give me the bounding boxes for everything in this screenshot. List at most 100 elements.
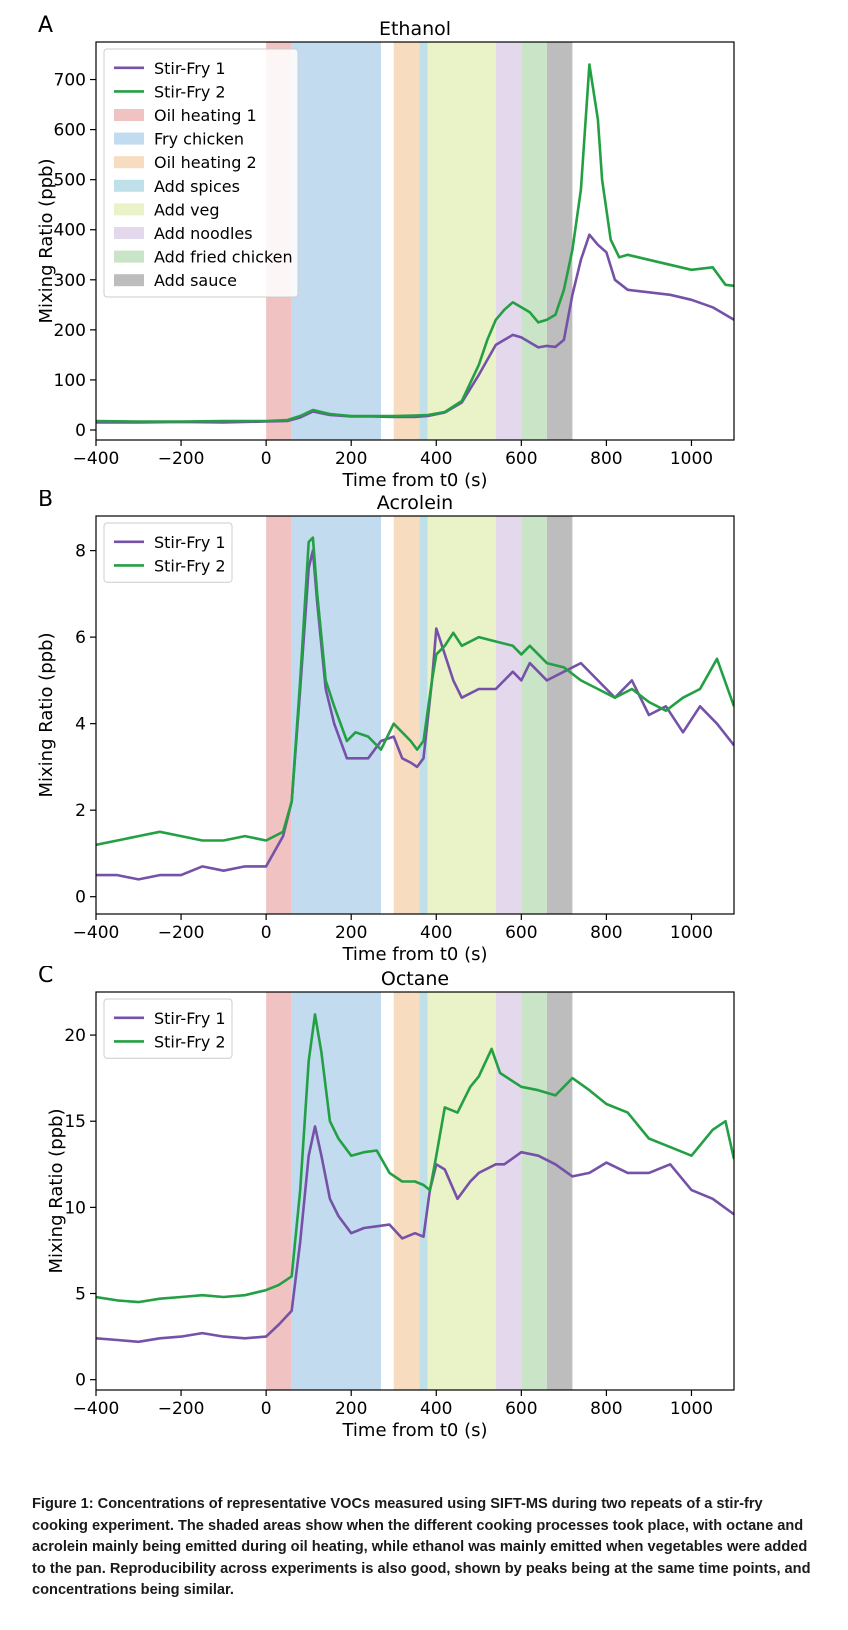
x-tick-label: 1000 [670, 923, 713, 943]
x-tick-label: 400 [420, 1399, 452, 1419]
y-tick-label: 300 [54, 271, 86, 291]
legend: Stir-Fry 1 Stir-Fry 2 [103, 998, 233, 1059]
x-tick-label: −400 [73, 449, 120, 469]
x-tick-label: 800 [590, 449, 622, 469]
legend-swatch-patch [114, 227, 144, 239]
phase-band [393, 992, 420, 1390]
legend-swatch-patch [114, 203, 144, 216]
x-axis-label: Time from t0 (s) [341, 944, 487, 965]
panel-letter: A [38, 13, 53, 38]
chart-title: Ethanol [379, 18, 451, 40]
legend: Stir-Fry 1 Stir-Fry 2 Oil heating 1 Fry chi… [103, 48, 299, 298]
legend: Stir-Fry 1 Stir-Fry 2 [103, 522, 233, 583]
phase-bands [266, 42, 573, 440]
legend-swatch-patch [114, 132, 144, 145]
legend-swatch-patch [114, 156, 144, 169]
x-tick-label: 200 [335, 449, 367, 469]
phase-band [419, 992, 428, 1390]
x-tick-label: −200 [158, 1399, 205, 1419]
legend-box [103, 522, 233, 583]
panel-c: C Octane −400 −200 0 200 400 600 800 1000 0 5 10 15 20… [0, 966, 848, 1442]
y-tick-label: 600 [54, 121, 86, 141]
chart-title: Acrolein [377, 492, 453, 514]
legend-label: Stir-Fry 1 [154, 1009, 226, 1028]
x-tick-label: 600 [505, 449, 537, 469]
x-tick-label: 600 [505, 1399, 537, 1419]
x-tick-label: 0 [261, 1399, 272, 1419]
x-tick-label: 600 [505, 923, 537, 943]
x-tick-label: 800 [590, 923, 622, 943]
x-axis-label: Time from t0 (s) [341, 470, 487, 490]
phase-band [521, 42, 547, 440]
y-axis-label: Mixing Ratio (ppb) [36, 159, 57, 324]
legend-label: Add spices [154, 177, 240, 196]
panel-letter: B [38, 490, 53, 512]
y-tick-label: 15 [64, 1112, 86, 1132]
series-line-2 [96, 63, 734, 423]
y-tick-label: 6 [75, 628, 86, 648]
x-tick-label: −200 [158, 449, 205, 469]
legend-label: Add noodles [154, 224, 253, 243]
legend-label: Oil heating 2 [154, 153, 257, 172]
legend-label: Stir-Fry 2 [154, 1032, 226, 1051]
series-line-1 [96, 1125, 734, 1344]
y-tick-label: 500 [54, 171, 86, 191]
phase-band [419, 42, 428, 440]
phase-band [291, 42, 381, 440]
phase-band [266, 992, 292, 1390]
phase-band [495, 992, 522, 1390]
phase-band [546, 42, 573, 440]
series-lines [96, 63, 734, 424]
series-line-2 [96, 1013, 734, 1304]
y-tick-label: 10 [64, 1198, 86, 1218]
plot-frame [95, 991, 735, 1391]
y-tick-label: 20 [64, 1026, 86, 1046]
legend-swatch-patch [114, 250, 144, 263]
x-axis-label: Time from t0 (s) [341, 1420, 487, 1441]
x-tick-label: 800 [590, 1399, 622, 1419]
y-tick-label: 4 [75, 715, 86, 735]
phase-band [393, 42, 420, 440]
y-tick-label: 8 [75, 542, 86, 562]
legend-label: Stir-Fry 2 [154, 556, 226, 575]
x-tick-label: 200 [335, 1399, 367, 1419]
legend-label: Add fried chicken [154, 248, 293, 267]
legend-swatch-patch [114, 179, 144, 192]
phase-band [427, 516, 496, 914]
series-line-2 [96, 536, 734, 847]
phase-band [495, 516, 522, 914]
phase-band [419, 516, 428, 914]
plot-frame [95, 41, 735, 441]
y-tick-label: 5 [75, 1285, 86, 1305]
x-tick-label: 0 [261, 923, 272, 943]
legend-label: Add veg [154, 200, 220, 219]
x-tick-label: −200 [158, 923, 205, 943]
y-tick-label: 700 [54, 71, 86, 91]
phase-band [427, 42, 496, 440]
panel-letter: C [38, 966, 53, 988]
x-tick-label: 1000 [670, 449, 713, 469]
phase-bands [266, 992, 573, 1390]
legend-label: Fry chicken [154, 130, 244, 149]
legend-swatch-patch [114, 274, 144, 287]
x-tick-label: −400 [73, 923, 120, 943]
legend-label: Stir-Fry 2 [154, 82, 226, 101]
chart-title: Octane [381, 968, 449, 990]
chart-ethanol: A Ethanol −400 −200 0 200 400 600 800 1000 0 100 200… [36, 13, 735, 490]
legend-swatch-patch [114, 109, 144, 121]
phase-band [495, 42, 522, 440]
y-tick-label: 100 [54, 371, 86, 391]
phase-band [546, 992, 573, 1390]
series-line-1 [96, 549, 734, 881]
y-tick-label: 0 [75, 421, 86, 441]
phase-bands [266, 516, 573, 914]
legend-box [103, 48, 299, 298]
legend-label: Add sauce [154, 271, 237, 290]
panel-b: B Acrolein −400 −200 0 200 400 600 800 1000 0 2 4 6 8 T… [0, 490, 848, 966]
y-tick-label: 400 [54, 221, 86, 241]
x-tick-label: 400 [420, 449, 452, 469]
series-lines [96, 1013, 734, 1344]
chart-octane: C Octane −400 −200 0 200 400 600 800 1000 0 5 10 15 20… [38, 966, 735, 1441]
legend-label: Stir-Fry 1 [154, 59, 226, 78]
phase-band [521, 516, 547, 914]
